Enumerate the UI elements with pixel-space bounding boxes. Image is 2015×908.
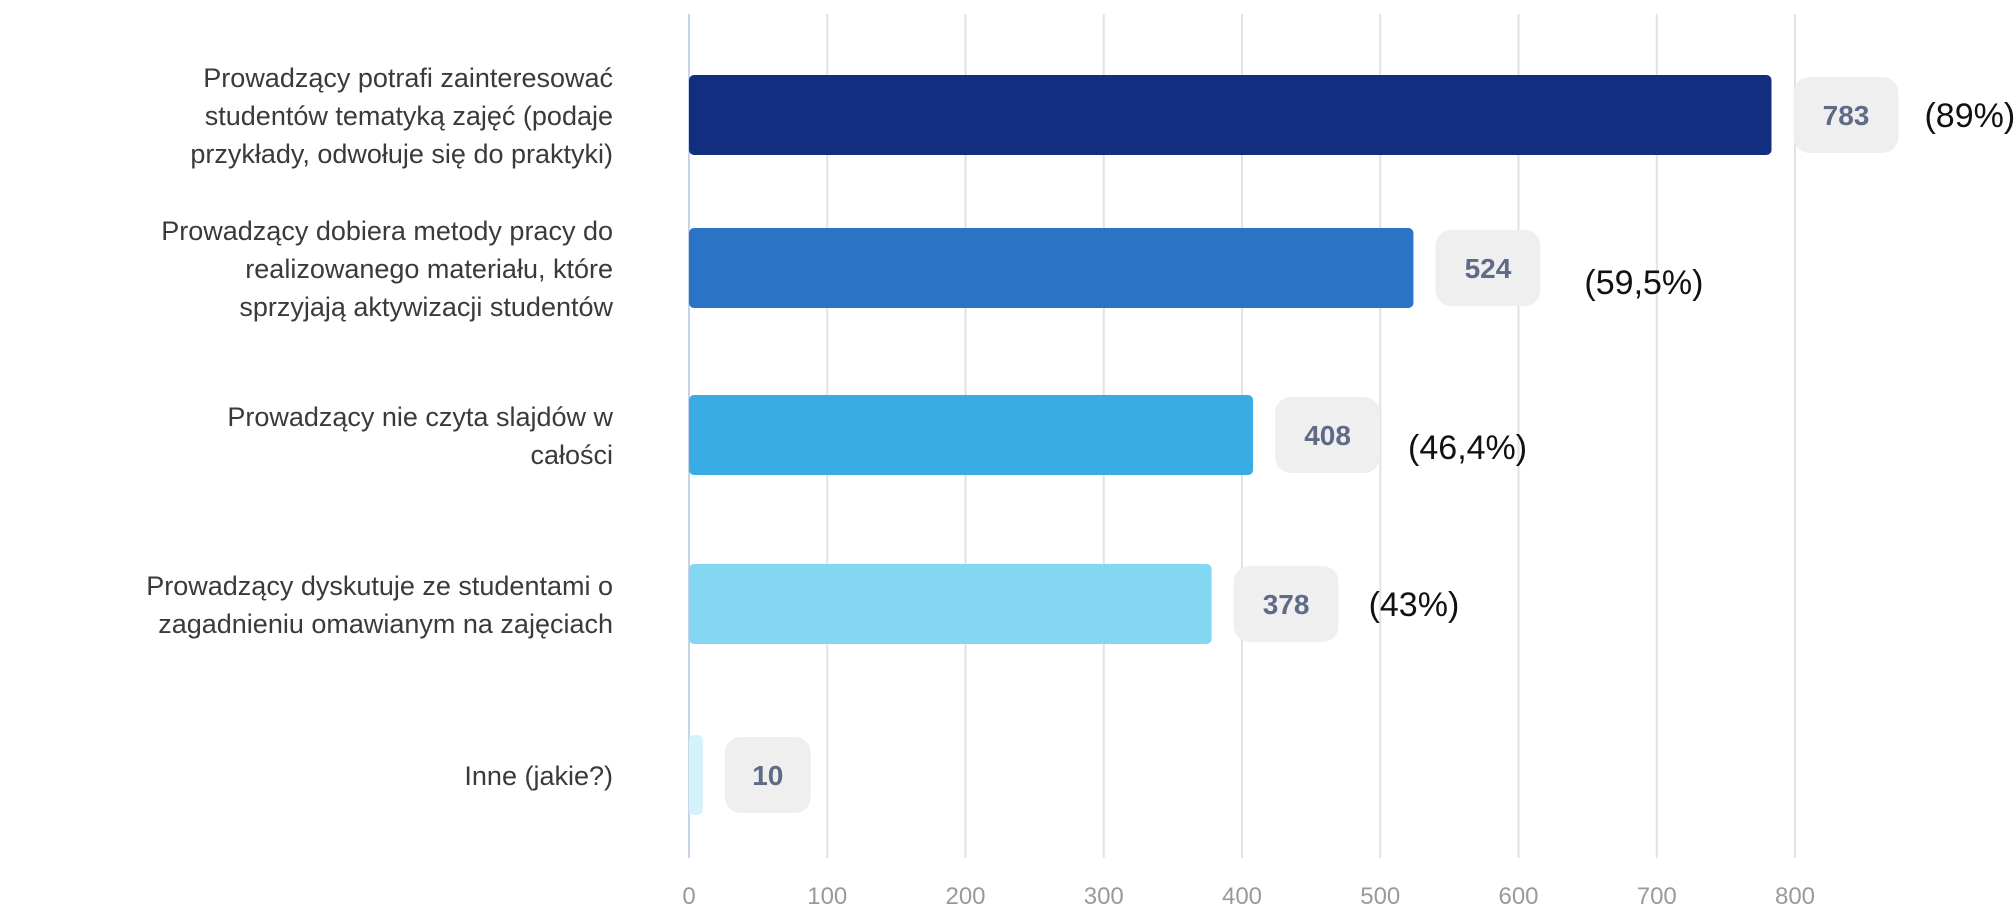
- value-label-pill: [724, 737, 811, 813]
- percent-label: (43%): [1369, 586, 1460, 624]
- x-tick-label: 600: [1498, 883, 1538, 908]
- bar: [689, 735, 703, 815]
- percent-label: (59,5%): [1584, 264, 1703, 302]
- x-tick-label: 500: [1360, 883, 1400, 908]
- x-tick-label: 300: [1084, 883, 1124, 908]
- x-tick-label: 100: [807, 883, 847, 908]
- x-tick-label: 400: [1222, 883, 1262, 908]
- category-label: przykłady, odwołuje się do praktyki): [190, 139, 613, 169]
- x-tick-label: 700: [1637, 883, 1677, 908]
- value-label: 524: [1465, 253, 1512, 284]
- x-tick-label: 200: [945, 883, 985, 908]
- x-tick-label: 800: [1775, 883, 1815, 908]
- bar: [689, 395, 1254, 475]
- category-label: realizowanego materiału, które: [245, 254, 613, 284]
- value-label: 408: [1304, 420, 1351, 451]
- bar: [689, 228, 1414, 308]
- value-label: 10: [752, 760, 783, 791]
- percent-label: (89%): [1924, 97, 2015, 135]
- category-label: całości: [530, 440, 613, 470]
- percent-label: (46,4%): [1408, 429, 1527, 467]
- category-label: sprzyjają aktywizacji studentów: [239, 292, 613, 322]
- value-label: 378: [1263, 589, 1310, 620]
- value-label-pill: [1275, 397, 1381, 473]
- category-label: zagadnieniu omawianym na zajęciach: [158, 609, 613, 639]
- bar: [689, 564, 1212, 644]
- category-label: Prowadzący potrafi zainteresować: [203, 63, 613, 93]
- value-label-pill: [1435, 230, 1541, 306]
- category-label: Prowadzący dobiera metody pracy do: [161, 216, 613, 246]
- x-tick-label: 0: [682, 883, 695, 908]
- bar: [689, 75, 1772, 155]
- value-label: 783: [1823, 100, 1870, 131]
- category-label: Prowadzący nie czyta slajdów w: [227, 402, 613, 432]
- category-label: Prowadzący dyskutuje ze studentami o: [146, 571, 613, 601]
- category-label: Inne (jakie?): [464, 761, 613, 791]
- value-label-pill: [1793, 77, 1899, 153]
- value-label-pill: [1233, 566, 1339, 642]
- category-label: studentów tematyką zajęć (podaje: [205, 101, 613, 131]
